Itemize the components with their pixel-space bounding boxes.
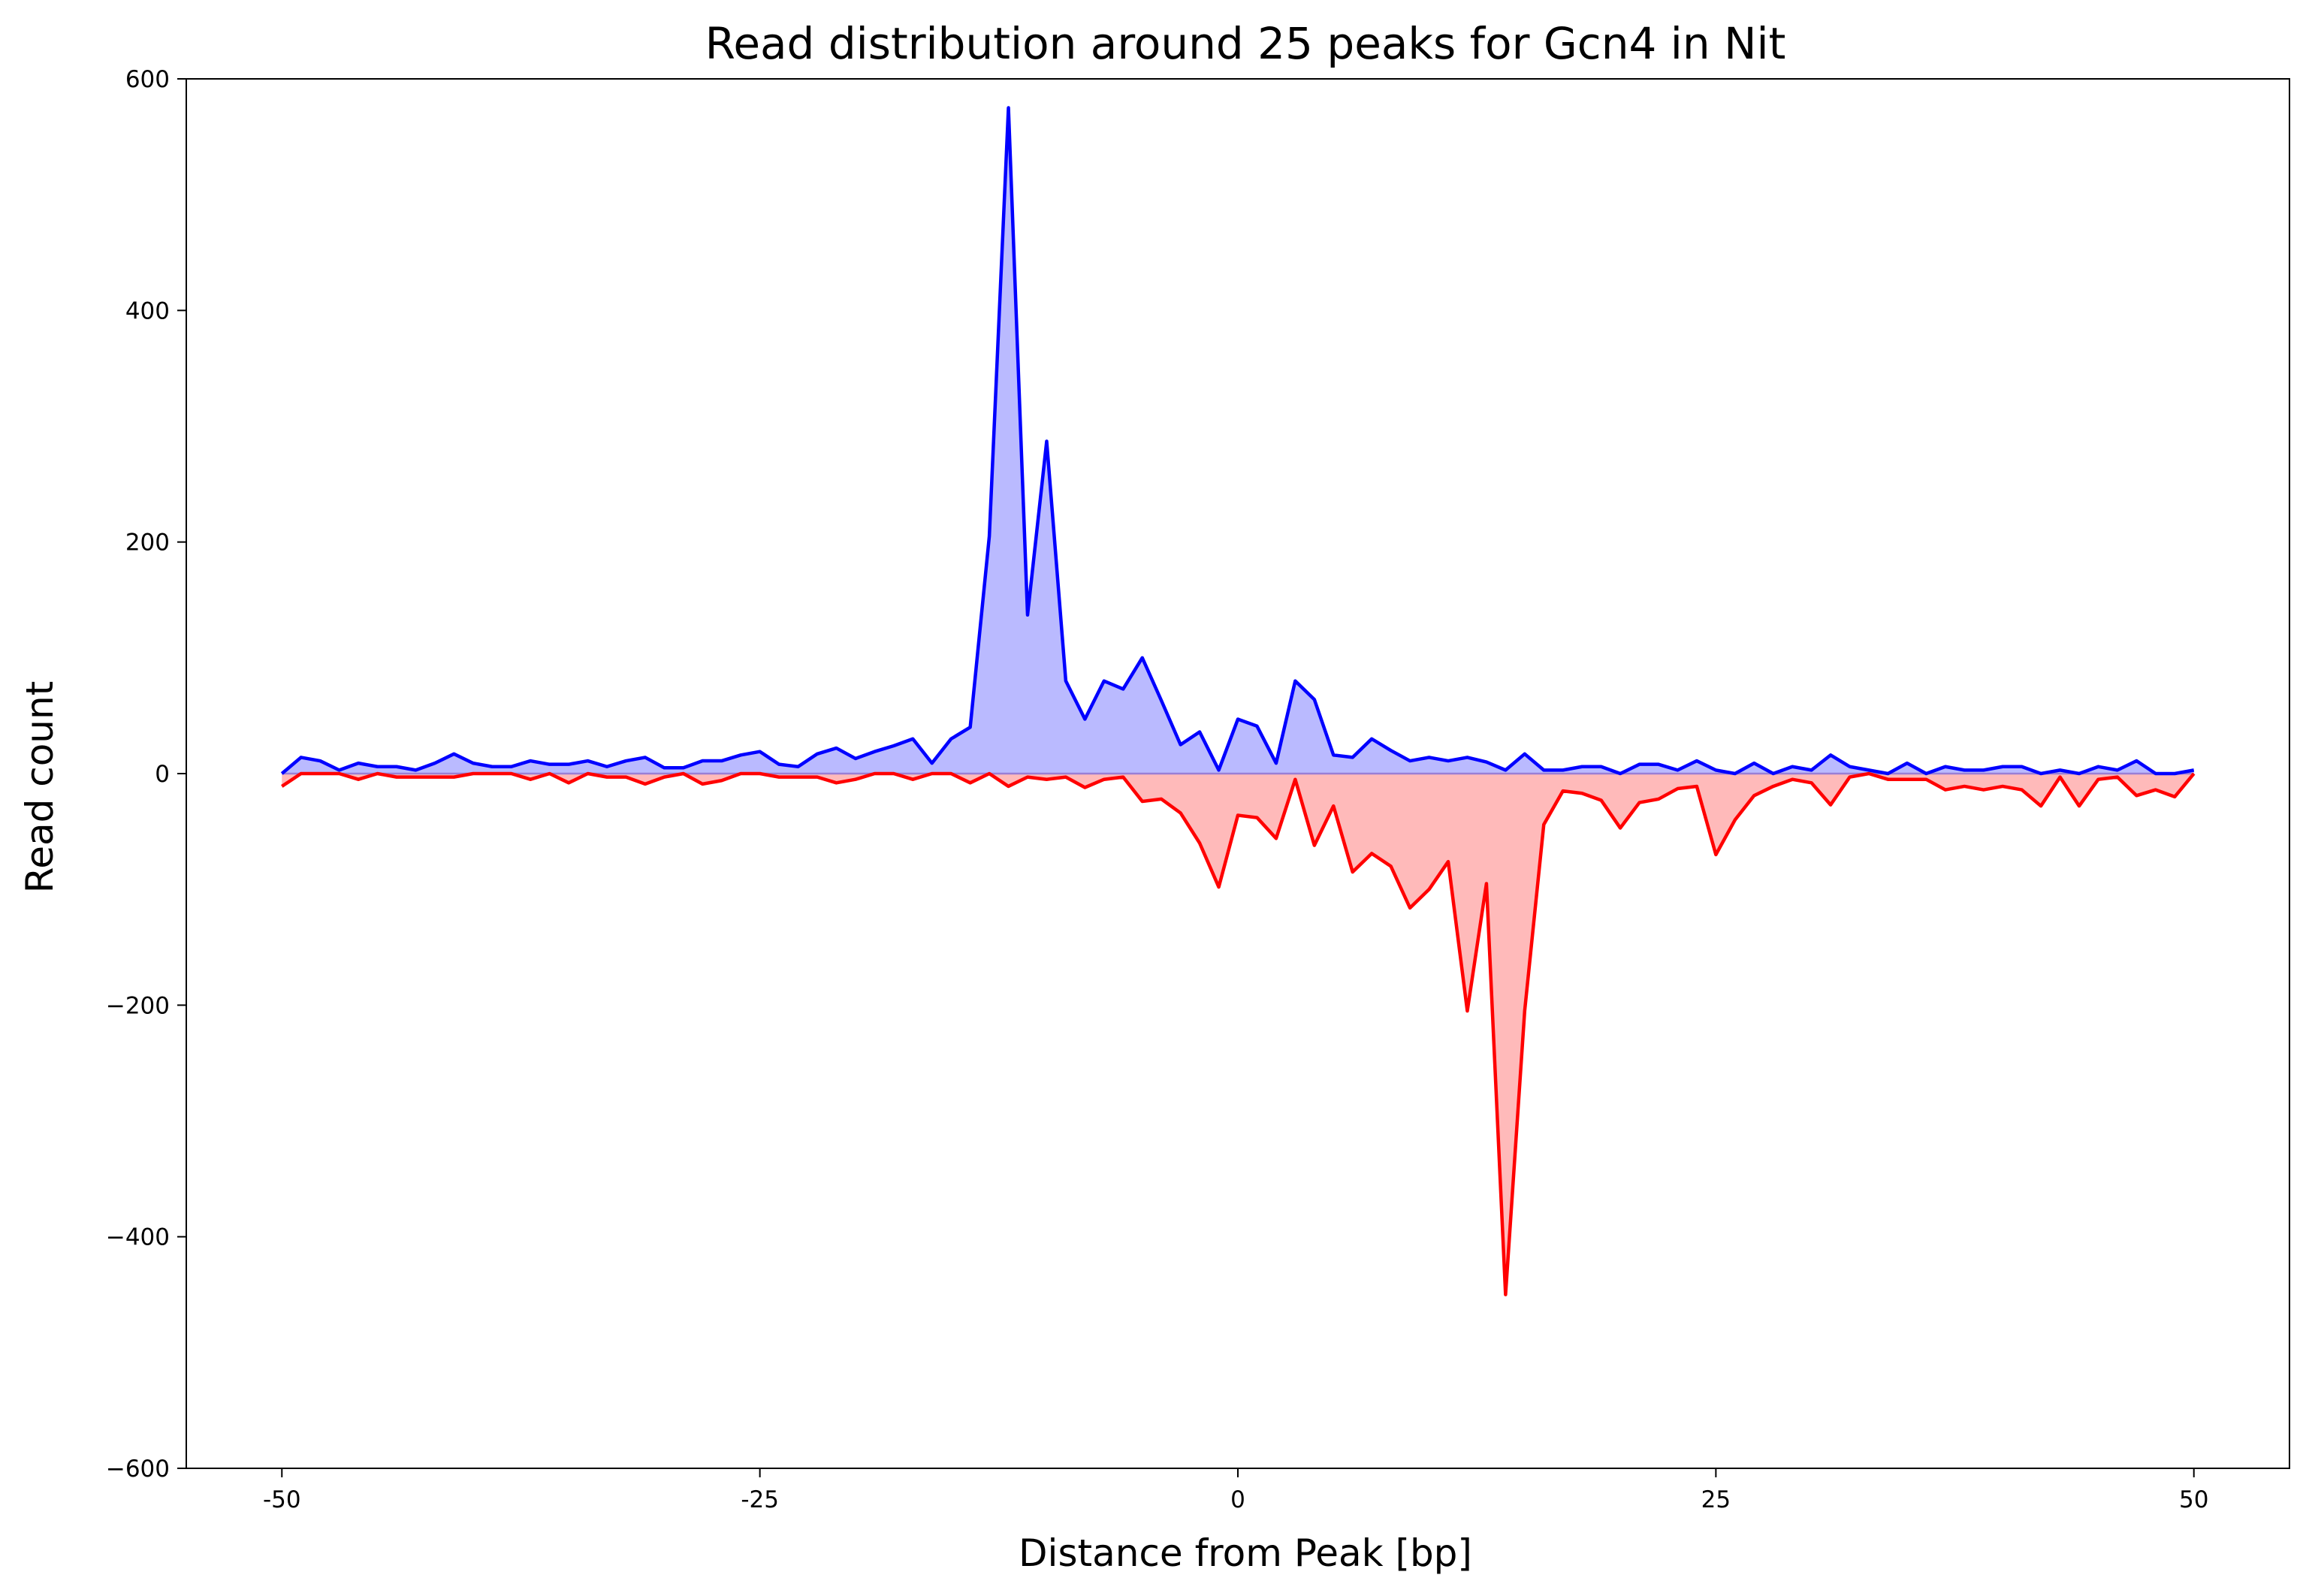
series-1-line [281,771,2196,1296]
y-tick-label: 0 [155,761,170,788]
series-0-line [280,106,2195,776]
y-axis-label: Read count [18,681,62,894]
x-tick-label: 0 [1230,1486,1245,1513]
x-axis-label: Distance from Peak [bp] [1019,1531,1472,1575]
y-tick-label: −400 [106,1224,170,1251]
y-tick-label: 400 [125,297,170,324]
y-tick-label: 200 [125,529,170,557]
y-tick-label: −200 [106,992,170,1019]
x-tick-label: -50 [263,1486,301,1513]
x-axis-ticks: -50 -25 0 25 50 [263,1468,2208,1513]
series-lines [280,106,2196,1296]
y-axis-ticks: 600 400 200 0 −200 −400 −600 [106,66,186,1483]
chart-title: Read distribution around 25 peaks for Gc… [705,18,1786,69]
y-tick-label: −600 [106,1456,170,1483]
x-tick-label: 50 [2179,1486,2208,1513]
y-tick-label: 600 [125,66,170,93]
x-tick-label: 25 [1701,1486,1731,1513]
x-tick-label: -25 [741,1486,779,1513]
